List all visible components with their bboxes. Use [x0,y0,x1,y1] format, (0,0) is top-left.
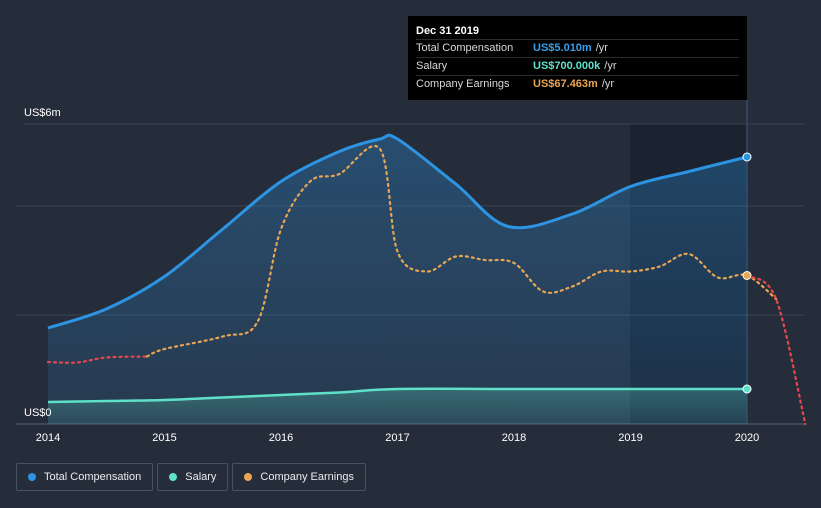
total-compensation-area [48,135,747,424]
legend-label: Salary [185,471,217,483]
company-earnings-negative-start [46,355,149,364]
total-compensation-line [47,133,748,330]
tooltip-row-total-compensation: Total Compensation US$5.010m /yr [416,39,739,57]
legend-item-company-earnings[interactable]: Company Earnings [232,463,366,491]
legend-item-total-compensation[interactable]: Total Compensation [16,463,154,491]
legend-label: Company Earnings [260,471,354,483]
tooltip-row-salary: Salary US$700.000k /yr [416,57,739,75]
legend: Total Compensation Salary Company Earnin… [16,463,366,491]
salary-marker[interactable] [742,384,752,394]
x-tick-label: 2015 [152,432,176,444]
y-label-min: US$0 [24,407,52,419]
x-tick-label: 2020 [735,432,759,444]
company-earnings-negative-end [745,274,807,426]
tooltip-date: Dec 31 2019 [416,25,479,37]
tooltip-label: Salary [416,60,448,72]
x-tick-label: 2018 [502,432,526,444]
x-tick-label: 2016 [269,432,293,444]
total-compensation-marker[interactable] [742,152,752,162]
tooltip: Dec 31 2019 Total Compensation US$5.010m… [408,16,747,100]
company-earnings-marker[interactable] [742,271,752,280]
legend-dot-icon [169,473,178,481]
tooltip-unit: /yr [595,42,608,54]
legend-item-salary[interactable]: Salary [157,463,229,491]
y-label-max: US$6m [24,107,61,119]
legend-dot-icon [28,473,36,481]
tooltip-row-company-earnings: Company Earnings US$67.463m /yr [416,75,739,93]
x-tick-label: 2014 [36,432,60,444]
tooltip-unit: /yr [601,78,615,90]
tooltip-label: Company Earnings [416,78,510,90]
tooltip-value: US$5.010m [533,42,592,54]
tooltip-value: US$67.463m [533,78,598,90]
legend-dot-icon [244,473,253,481]
tooltip-unit: /yr [604,60,617,72]
legend-label: Total Compensation [44,471,142,483]
x-tick-label: 2019 [618,432,642,444]
tooltip-value: US$700.000k [533,60,601,72]
x-axis: 2014 2015 2016 2017 2018 2019 2020 [36,432,759,444]
tooltip-label: Total Compensation [416,42,514,54]
x-tick-label: 2017 [385,432,409,444]
salary-line [47,387,747,404]
company-earnings-line [145,145,778,358]
